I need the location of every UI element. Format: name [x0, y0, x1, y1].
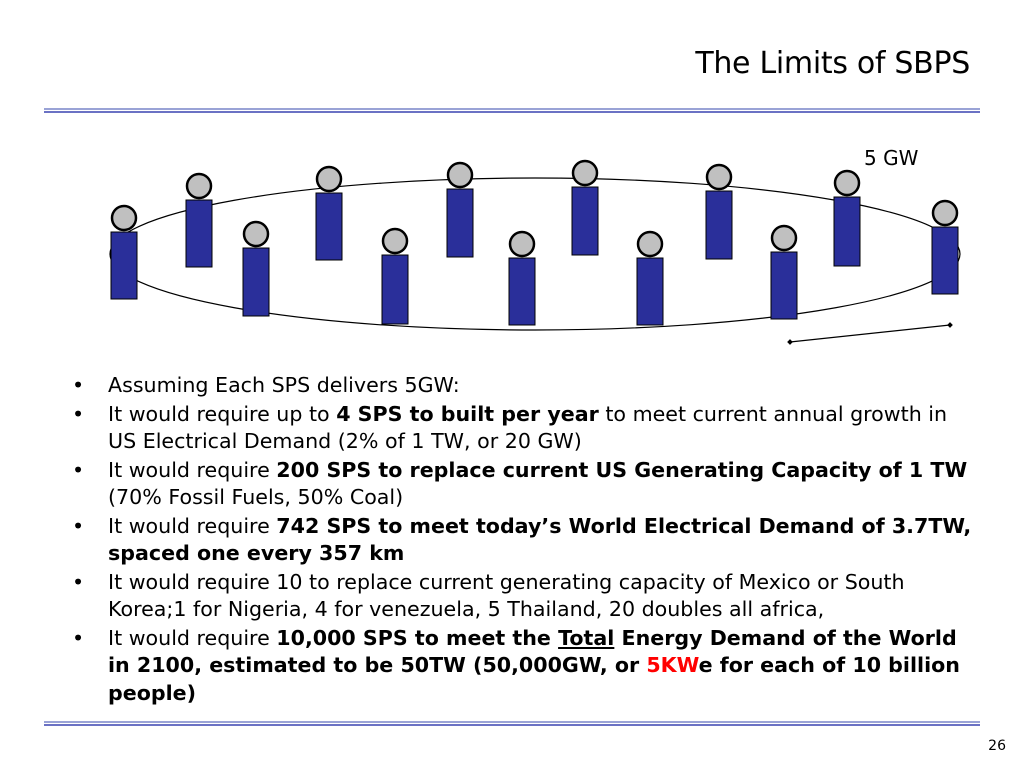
- bullet-item: It would require 10 to replace current g…: [70, 569, 980, 624]
- bullet-text: It would require 10 to replace current g…: [108, 569, 905, 622]
- satellite-node: [185, 172, 213, 200]
- satellite-node: [446, 161, 474, 189]
- bullet-underlined-text: Total: [558, 625, 615, 650]
- satellite-panel: [636, 257, 664, 326]
- bullet-bold-text: 10,000 SPS to meet the: [276, 625, 559, 650]
- spacing-line: [789, 324, 951, 343]
- spacing-line-end-right: [947, 322, 953, 328]
- bullet-text: (70% Fossil Fuels, 50% Coal): [108, 485, 404, 509]
- orbit-ellipse: [109, 177, 961, 331]
- bullet-bold-text: Energy Demand of the World in 2100, esti…: [108, 625, 957, 678]
- satellite-panel: [833, 196, 861, 267]
- satellite-panel: [446, 188, 474, 258]
- bottom-divider: [44, 721, 980, 726]
- satellite-node: [636, 230, 664, 258]
- satellite-node: [381, 227, 409, 255]
- bullet-bold-text: 200 SPS to replace current US Generating…: [276, 457, 968, 482]
- satellite-panel: [508, 257, 536, 326]
- satellite-panel: [381, 254, 409, 325]
- satellite-panel: [242, 247, 270, 317]
- page-number: 26: [988, 738, 1006, 754]
- top-divider: [44, 108, 980, 113]
- satellite-panel: [185, 199, 213, 268]
- bullet-text: It would require: [108, 457, 277, 482]
- slide-title: The Limits of SBPS: [695, 46, 970, 81]
- bullet-text: It would require: [108, 513, 277, 538]
- bullet-bold-text: 742 SPS to meet today’s World Electrical…: [108, 513, 972, 566]
- bullet-item: It would require up to 4 SPS to built pe…: [70, 401, 980, 456]
- bullet-text: It would require up to: [108, 401, 337, 426]
- satellite-node: [315, 165, 343, 193]
- satellite-panel: [931, 226, 959, 295]
- satellite-node: [571, 159, 599, 187]
- bullet-item: It would require 200 SPS to replace curr…: [70, 457, 980, 512]
- bullet-item: It would require 742 SPS to meet today’s…: [70, 513, 980, 568]
- satellites: [110, 159, 959, 326]
- satellite-node: [770, 224, 798, 252]
- satellite-panel: [315, 192, 343, 261]
- gw-label: 5 GW: [864, 146, 919, 170]
- satellite-panel: [770, 251, 798, 320]
- satellite-node: [508, 230, 536, 258]
- spacing-line-end-left: [787, 339, 793, 345]
- bullet-list: Assuming Each SPS delivers 5GW: It would…: [70, 372, 980, 708]
- bullet-bold-text: e for each of 10 billion people): [108, 653, 960, 705]
- satellite-panel: [705, 190, 733, 260]
- bullet-item: It would require 10,000 SPS to meet the …: [70, 625, 980, 708]
- bullet-text: Assuming Each SPS delivers 5GW:: [108, 373, 460, 397]
- satellite-node: [242, 220, 270, 248]
- bullet-item: Assuming Each SPS delivers 5GW:: [70, 372, 980, 400]
- satellite-node: [110, 204, 138, 232]
- satellite-panel: [110, 231, 138, 300]
- bullet-highlight-text: 5KW: [646, 653, 699, 677]
- satellite-node: [705, 163, 733, 191]
- bullet-bold-text: 4 SPS to built per year: [336, 401, 599, 426]
- satellite-panel: [571, 186, 599, 256]
- sps-ring-diagram: [109, 159, 961, 345]
- bullet-text: It would require: [108, 625, 277, 650]
- satellite-node: [833, 169, 861, 197]
- satellite-node: [931, 199, 959, 227]
- bullet-text: to meet current annual growth in US Elec…: [108, 401, 948, 454]
